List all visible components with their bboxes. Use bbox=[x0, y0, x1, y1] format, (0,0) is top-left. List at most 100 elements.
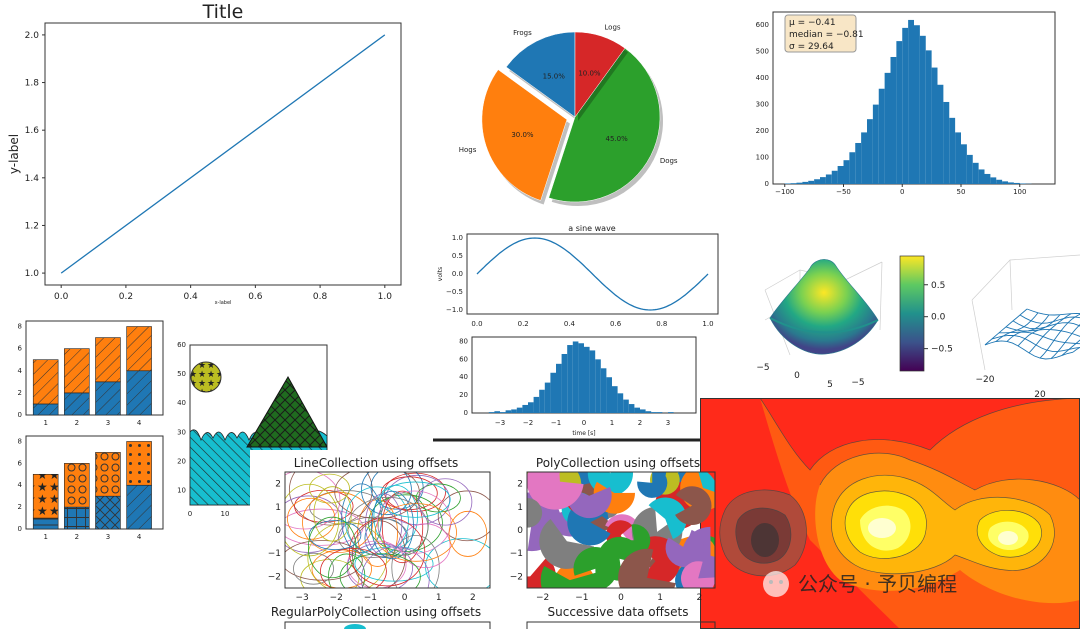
pie-label: Frogs bbox=[513, 29, 532, 37]
hist-time-bar bbox=[645, 411, 652, 413]
stacked-ytick-label: 8 bbox=[18, 437, 22, 445]
wechat-icon-dot-2 bbox=[779, 580, 783, 584]
hist-stats-bar bbox=[972, 162, 979, 184]
line-series bbox=[60, 34, 386, 274]
hist-time-ytick-label: 80 bbox=[459, 337, 468, 345]
poly-collection-title: PolyCollection using offsets bbox=[536, 456, 700, 470]
hist-time-bar bbox=[668, 412, 674, 413]
hist-stats-bar bbox=[984, 173, 991, 184]
stacked-xtick-label: 3 bbox=[106, 419, 110, 427]
line-collection-ytick-label: −2 bbox=[268, 572, 281, 582]
hist-stats-bar bbox=[919, 35, 926, 184]
contour-panel bbox=[700, 398, 1080, 629]
surface3d-ytick-label: −5 bbox=[851, 378, 864, 388]
line-collection-ring bbox=[339, 553, 421, 588]
stacked-bar-top-hatch bbox=[126, 441, 152, 486]
hist-stats-bar bbox=[890, 56, 897, 184]
hist-time-xtick-label: 2 bbox=[638, 419, 642, 427]
poly-collection-ytick-label: −2 bbox=[510, 572, 523, 582]
stacked-ytick-label: 0 bbox=[18, 411, 22, 419]
line-collection-ring bbox=[361, 546, 430, 588]
wireframe-col bbox=[1039, 313, 1080, 359]
line-xtick-label: 0.8 bbox=[313, 292, 328, 302]
stacked-xtick-label: 2 bbox=[75, 419, 79, 427]
line-collection-ring bbox=[293, 552, 334, 585]
poly-collection-xtick-label: −1 bbox=[575, 593, 588, 603]
stacked-bars-bottom-panel: 1 2 3 4 0 2 4 6 8 bbox=[18, 435, 164, 541]
wireframe-ticks: −20 20 bbox=[976, 375, 1046, 400]
hist-stats-bar bbox=[955, 132, 961, 184]
contour-low-3 bbox=[751, 523, 779, 557]
hist-time-bar bbox=[533, 396, 540, 413]
hist-time-bar bbox=[606, 377, 612, 413]
watermark-text: 公众号 · 予贝编程 bbox=[798, 572, 957, 596]
hist-time-bar bbox=[561, 353, 568, 413]
poly-collection-shape bbox=[527, 472, 584, 510]
stacked-xtick-label: 3 bbox=[106, 533, 110, 541]
surface3d-ticks: −5 0 5 −5 bbox=[756, 363, 864, 390]
hist-stats-bar bbox=[961, 144, 967, 184]
sine-xtick-label: 0.8 bbox=[656, 320, 667, 328]
poly-collection-shape bbox=[540, 566, 599, 588]
hist-time-bar bbox=[595, 359, 601, 413]
sine-xtick-label: 0.4 bbox=[564, 320, 576, 328]
pie-pct-label: 10.0% bbox=[578, 70, 601, 78]
line-collection-panel: LineCollection using offsets −3 −2 −1 0 1 2 2 1… bbox=[268, 456, 491, 629]
hist-time-ytick-label: 20 bbox=[459, 391, 468, 399]
hist-stats-ytick-label: 100 bbox=[756, 154, 769, 162]
hist-stats-bar bbox=[831, 170, 838, 184]
stacked-bar-bottom-hatch bbox=[33, 518, 59, 529]
surface3d-panel: −5 0 5 −5 0.5 0.0 −0.5 bbox=[756, 255, 953, 390]
hist-time-bars bbox=[488, 341, 674, 413]
line-xtick-label: 0.0 bbox=[54, 292, 69, 302]
hist-stats-bar bbox=[908, 19, 914, 184]
pie-slice bbox=[548, 47, 661, 203]
regular-poly-frame bbox=[284, 621, 491, 629]
contour-lines bbox=[719, 398, 1080, 577]
line-collection-ring bbox=[334, 472, 420, 519]
hist-stats-bar bbox=[1013, 182, 1020, 184]
sine-title: a sine wave bbox=[568, 224, 616, 233]
poly-collection-ytick-label: 2 bbox=[517, 480, 523, 490]
hist-stats-bar bbox=[943, 101, 950, 184]
line-xlabel: x-label bbox=[215, 300, 232, 306]
pie-slice bbox=[505, 31, 576, 118]
line-collection-ring bbox=[309, 473, 350, 504]
contour-peak-1 bbox=[868, 518, 896, 538]
stacked-ytick-label: 6 bbox=[18, 345, 23, 353]
line-collection-ring bbox=[361, 472, 412, 516]
colorbar-tick-label: −0.5 bbox=[931, 345, 953, 355]
stacked-bar-top-hatch bbox=[126, 326, 152, 371]
sine-panel: a sine wave volts 0.0 0.2 0.4 0.6 0.8 1.01.00… bbox=[437, 224, 719, 328]
stacked-ytick-label: 6 bbox=[18, 459, 23, 467]
stacked-frame bbox=[25, 320, 164, 416]
hist-stats-bar bbox=[990, 177, 997, 184]
stats-median: median = −0.81 bbox=[789, 30, 864, 40]
surface3d-xtick-label: 5 bbox=[827, 380, 833, 390]
watermark: 公众号 · 予贝编程 bbox=[763, 571, 957, 597]
hist-stats-bar bbox=[896, 41, 903, 184]
line-collection-ring bbox=[285, 472, 341, 530]
line-collection-ring bbox=[346, 543, 413, 588]
stacked-frame bbox=[25, 435, 164, 530]
stacked-xtick-label: 1 bbox=[43, 533, 47, 541]
hist-time-xtick-label: −2 bbox=[523, 419, 533, 427]
hist-stats-xtick-label: −50 bbox=[836, 188, 851, 196]
sine-frame bbox=[466, 233, 719, 315]
hist-time-bar bbox=[556, 363, 562, 413]
stacked-bar-bottom-hatch bbox=[64, 392, 90, 415]
surface3d-rim bbox=[769, 317, 879, 334]
line-collection-ring bbox=[309, 490, 384, 525]
stacked-ytick-label: 4 bbox=[18, 367, 23, 375]
hist-time-bar bbox=[589, 350, 596, 413]
line-x-ticks: 0.0 0.2 0.4 0.6 0.8 1.0 bbox=[54, 285, 392, 302]
line-collection-title: LineCollection using offsets bbox=[294, 456, 459, 470]
line-collection-ring bbox=[307, 516, 357, 579]
hist-stats-bar bbox=[825, 174, 832, 184]
hatched-circle-stars bbox=[191, 362, 221, 392]
hist-stats-xtick-label: 0 bbox=[900, 188, 904, 196]
hist-stats-bar bbox=[902, 27, 909, 184]
hist-time-bar bbox=[488, 412, 495, 413]
hist-time-bar bbox=[511, 409, 517, 413]
